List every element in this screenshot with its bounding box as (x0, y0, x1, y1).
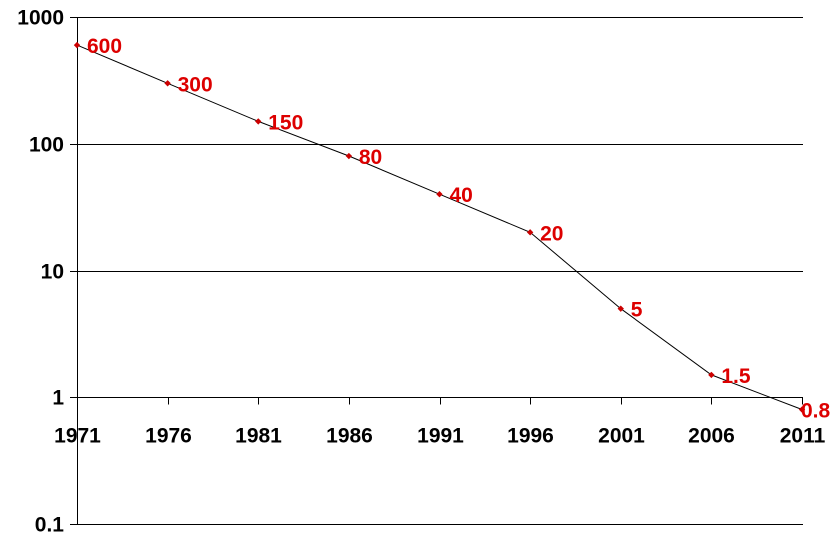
y-tick-label: 10 (41, 261, 64, 284)
data-point-2001 (617, 305, 624, 312)
data-point-1996 (526, 229, 534, 236)
data-point-1971 (73, 41, 81, 49)
y-tick-label: 100 (29, 134, 64, 157)
series-line-layer (76, 44, 803, 410)
data-point-2011 (798, 406, 806, 413)
gridlines (77, 17, 803, 525)
data-label: 300 (178, 73, 213, 96)
data-point-1981 (255, 118, 262, 125)
x-tick-label: 2011 (780, 425, 826, 448)
x-tick-labels: 1971 1976 1981 1986 1991 1996 2001 2006 2011 (54, 425, 825, 448)
data-labels: 600 300 150 80 40 20 5 1.5 0.8 (87, 35, 831, 422)
series-line (76, 44, 803, 410)
y-tick-label: 0.1 (35, 514, 65, 537)
x-tick-label: 1976 (145, 425, 192, 448)
data-points (73, 41, 806, 413)
data-label: 0.8 (801, 400, 831, 423)
data-label: 40 (450, 184, 473, 207)
data-label: 600 (87, 35, 122, 58)
y-tick-label: 1000 (17, 7, 64, 30)
data-label: 5 (631, 299, 643, 322)
x-tick-label: 1986 (326, 425, 373, 448)
x-tick-label: 2006 (688, 425, 735, 448)
x-tick-label: 1971 (54, 425, 101, 448)
x-tick-label: 1996 (507, 425, 554, 448)
y-tick-labels: 1000 100 10 1 0.1 (17, 7, 64, 537)
x-tick-label: 1991 (417, 425, 464, 448)
data-point-1976 (164, 80, 171, 87)
y-tick-label: 1 (52, 387, 64, 410)
axes (70, 17, 803, 525)
data-point-1986 (345, 152, 353, 160)
data-label: 1.5 (721, 365, 751, 388)
data-label: 20 (540, 222, 563, 245)
x-tick-label: 2001 (598, 425, 645, 448)
data-label: 150 (268, 111, 303, 134)
data-label: 80 (359, 146, 382, 169)
data-point-2006 (708, 371, 715, 379)
x-tick-label: 1981 (235, 425, 282, 448)
data-point-1991 (436, 190, 443, 198)
